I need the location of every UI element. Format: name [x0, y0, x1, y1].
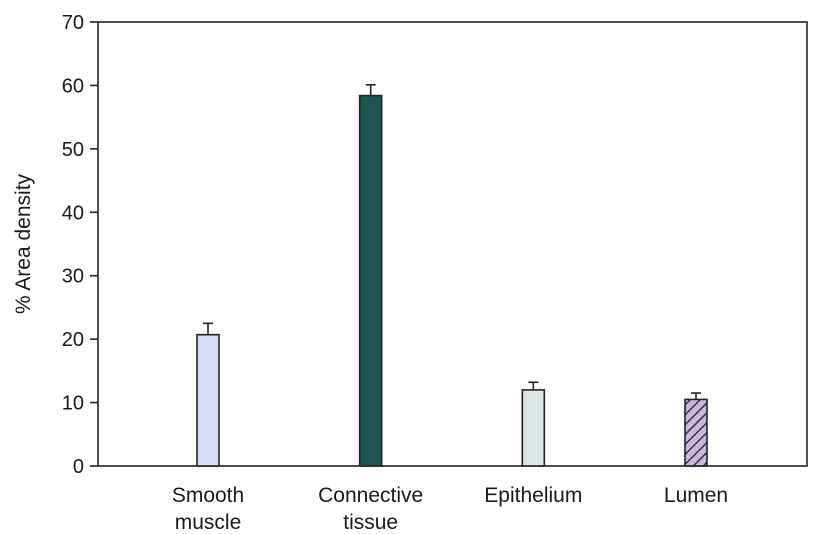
y-tick-label: 70: [62, 12, 84, 34]
bar: [196, 333, 220, 467]
bar: [358, 94, 383, 467]
plot-area: [97, 21, 808, 467]
y-axis: 0 10 20 30 40 50 60 70: [62, 12, 98, 478]
y-tick-label: 40: [62, 202, 84, 224]
y-tick-label: 20: [62, 329, 84, 351]
y-tick-label: 60: [62, 75, 84, 97]
x-tick-label: Lumen: [664, 484, 728, 507]
bar: [684, 398, 708, 467]
x-axis-labels: Smooth muscle Connective tissue Epithelium Lu…: [172, 484, 728, 534]
y-tick-label: 0: [73, 456, 84, 478]
x-tick-label: tissue: [343, 511, 398, 534]
y-axis-title: % Area density: [12, 173, 35, 314]
x-tick-label: Smooth: [172, 484, 244, 507]
plot-border: [97, 21, 808, 467]
y-tick-label: 50: [62, 139, 84, 161]
y-tick-label: 30: [62, 266, 84, 288]
x-tick-label: Connective: [318, 484, 423, 507]
x-tick-label: muscle: [175, 511, 242, 534]
y-tick-label: 10: [62, 393, 84, 415]
bars: [196, 83, 708, 467]
bar: [521, 389, 546, 467]
x-tick-label: Epithelium: [484, 484, 582, 507]
